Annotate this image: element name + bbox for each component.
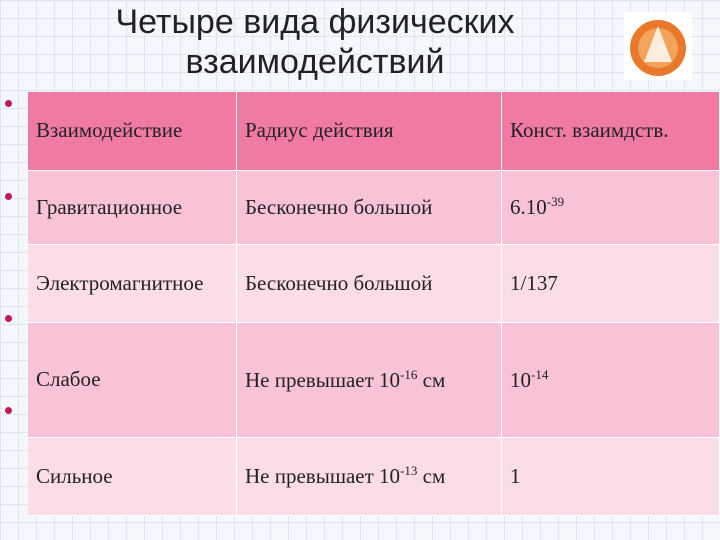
cell-text: см bbox=[417, 367, 446, 392]
logo-triangle bbox=[644, 26, 672, 62]
cell-text: 1 bbox=[510, 463, 521, 488]
table-cell: Не превышает 10-16 см bbox=[236, 322, 502, 438]
bullet bbox=[5, 193, 12, 200]
cell-text: Не превышает 10 bbox=[245, 464, 401, 488]
cell-text: см bbox=[417, 464, 446, 488]
table-row: Сильное Не превышает 10-13 см 1 bbox=[28, 437, 720, 516]
table-cell: Электромагнитное bbox=[28, 244, 237, 323]
cell-text: Электромагнитное bbox=[36, 270, 204, 295]
table-cell: Сильное bbox=[28, 437, 237, 516]
bullet bbox=[5, 407, 12, 414]
cell-text: 1/137 bbox=[510, 270, 558, 295]
table-row: Гравитационное Бесконечно большой 6.10-39 bbox=[28, 170, 720, 245]
cell-text: Гравитационное bbox=[36, 194, 183, 219]
slide-title: Четыре вида физических взаимодействий bbox=[115, 3, 515, 81]
cell-text: Не превышает 10 bbox=[245, 367, 401, 392]
header-cell: Радиус действия bbox=[236, 92, 502, 171]
cell-text: Бесконечно большой bbox=[245, 194, 433, 219]
table: Взаимодействие Радиус действия Конст. взаи… bbox=[28, 92, 720, 516]
table-cell: 1 bbox=[501, 437, 720, 516]
table-cell: 6.10-39 bbox=[501, 170, 720, 245]
table-cell: 10-14 bbox=[501, 322, 720, 438]
table-row: Электромагнитное Бесконечно большой 1/137 bbox=[28, 244, 720, 323]
table-cell: 1/137 bbox=[501, 244, 720, 323]
header-cell: Взаимодействие bbox=[28, 92, 237, 171]
table-row: Слабое Не превышает 10-16 см 10-14 bbox=[28, 322, 720, 438]
cell-text: 6.10 bbox=[510, 195, 547, 219]
table-cell: Не превышает 10-13 см bbox=[236, 437, 502, 516]
table-cell: Гравитационное bbox=[28, 170, 237, 245]
cell-text: Слабое bbox=[36, 367, 101, 391]
cell-superscript: -39 bbox=[546, 194, 565, 209]
cell-superscript: -16 bbox=[400, 366, 418, 382]
cell-superscript: -13 bbox=[400, 463, 418, 478]
cell-text: Сильное bbox=[36, 463, 113, 488]
header-row: Взаимодействие Радиус действия Конст. взаи… bbox=[28, 92, 720, 171]
logo bbox=[624, 12, 692, 80]
bullet bbox=[5, 315, 12, 322]
cell-superscript: -14 bbox=[531, 366, 549, 382]
cell-text: Бесконечно большой bbox=[245, 270, 433, 295]
header-cell: Конст. взаимдств. bbox=[501, 92, 720, 171]
table-cell: Слабое bbox=[28, 322, 237, 438]
table-cell: Бесконечно большой bbox=[236, 170, 502, 245]
cell-text: 10 bbox=[510, 367, 531, 392]
bullet bbox=[5, 100, 12, 107]
table-cell: Бесконечно большой bbox=[236, 244, 502, 323]
